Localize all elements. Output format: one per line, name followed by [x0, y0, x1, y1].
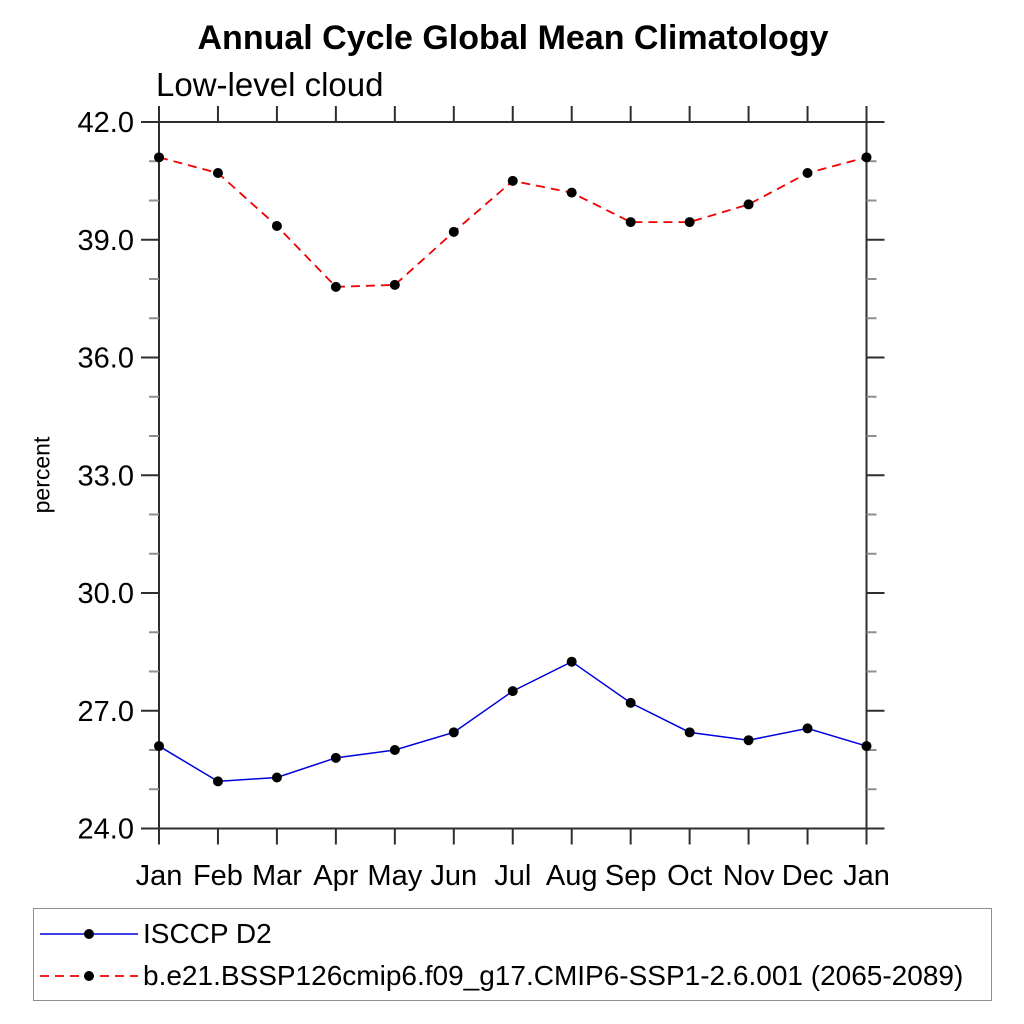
data-point-marker [625, 217, 636, 228]
data-point-marker [507, 686, 518, 697]
x-tick-label: Jan [843, 860, 890, 892]
data-point-marker [271, 772, 282, 783]
data-point-marker [625, 697, 636, 708]
series-line-0 [158, 660, 867, 783]
data-point-marker [802, 168, 813, 179]
data-point-marker [389, 279, 400, 290]
x-tick-label: Oct [667, 860, 712, 892]
legend-item-model-run: b.e21.BSSP126cmip6.f09_g17.CMIP6-SSP1-2.… [37, 955, 963, 997]
x-tick-label: Sep [605, 860, 657, 892]
data-point-marker [566, 187, 577, 198]
x-tick-label: Feb [193, 860, 243, 892]
x-tick-label: Aug [546, 860, 598, 892]
x-tick-label: Dec [782, 860, 834, 892]
y-tick-label: 27.0 [78, 696, 134, 728]
data-point-marker [861, 741, 872, 752]
x-tick-label: Apr [313, 860, 358, 892]
data-point-marker [684, 217, 695, 228]
data-point-marker [507, 175, 518, 186]
data-point-marker [802, 723, 813, 734]
x-tick-label: Jan [136, 860, 183, 892]
x-tick-label: Jun [430, 860, 477, 892]
data-point-marker [448, 727, 459, 738]
y-tick-label: 30.0 [78, 578, 134, 610]
data-point-marker [743, 199, 754, 210]
data-point-marker [684, 727, 695, 738]
data-point-marker [212, 776, 223, 787]
data-point-marker [212, 168, 223, 179]
legend-solid-line-marker-icon [40, 929, 138, 939]
data-point-marker [566, 656, 577, 667]
legend-label: ISCCP D2 [143, 918, 272, 949]
legend-sample-marker [84, 971, 94, 981]
x-tick-label: Nov [723, 860, 775, 892]
x-tick-label: Jul [494, 860, 531, 892]
chart-title: Annual Cycle Global Mean Climatology [197, 19, 829, 57]
data-point-marker [154, 741, 164, 752]
data-point-marker [448, 226, 459, 237]
data-point-marker [389, 745, 400, 755]
y-tick-label: 36.0 [78, 343, 134, 375]
legend-item-isccp-d2: ISCCP D2 [37, 913, 272, 955]
y-tick-label: 24.0 [78, 814, 134, 846]
chart-subtitle: Low-level cloud [156, 66, 384, 103]
x-tick-label: Mar [252, 860, 302, 892]
legend-label: b.e21.BSSP126cmip6.f09_g17.CMIP6-SSP1-2.… [143, 960, 964, 991]
data-point-marker [861, 152, 872, 163]
legend-dashed-line-marker-icon [40, 971, 138, 981]
x-tick-label: May [367, 860, 422, 892]
data-point-marker [330, 281, 341, 292]
y-tick-label: 33.0 [78, 460, 134, 492]
data-point-marker [154, 152, 164, 163]
y-tick-label: 39.0 [78, 225, 134, 257]
data-point-marker [330, 752, 341, 763]
data-point-marker [743, 735, 754, 746]
plot-frame [158, 121, 868, 830]
legend: ISCCP D2 b.e21.BSSP126cmip6.f09_g17.CMIP… [33, 908, 992, 1001]
y-tick-label: 42.0 [78, 107, 134, 139]
data-point-marker [271, 221, 282, 232]
legend-sample-marker [84, 929, 94, 939]
